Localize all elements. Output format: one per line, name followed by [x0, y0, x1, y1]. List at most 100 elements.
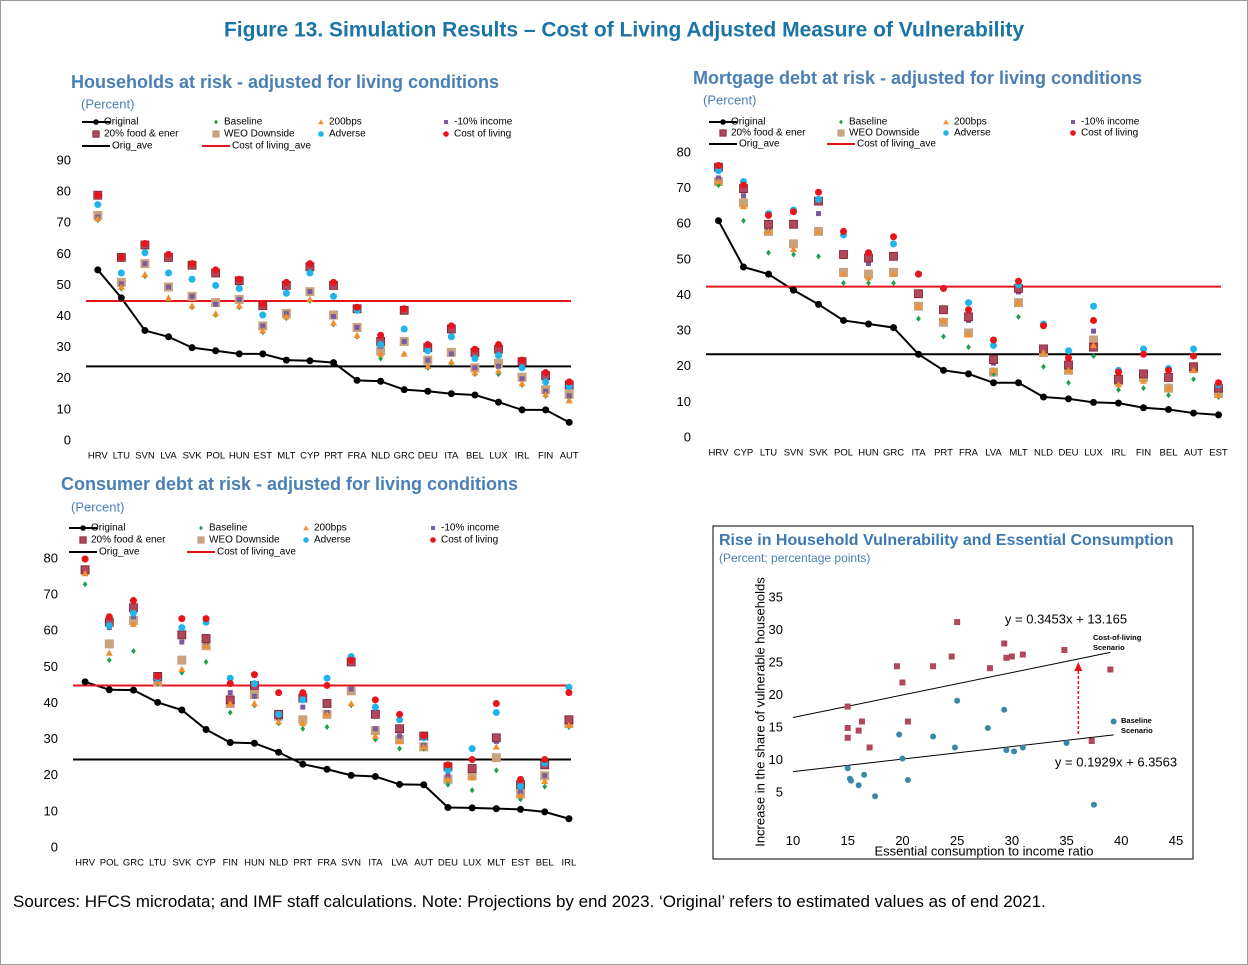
- marker: [1166, 392, 1171, 399]
- marker: [377, 341, 385, 349]
- marker: [1016, 313, 1021, 320]
- legend-label: Baseline: [224, 117, 263, 128]
- marker: [930, 733, 937, 740]
- marker: [542, 369, 550, 377]
- marker: [282, 356, 290, 364]
- marker: [816, 211, 821, 217]
- marker: [890, 240, 897, 248]
- marker: [916, 315, 921, 322]
- marker: [495, 341, 502, 349]
- marker: [741, 217, 746, 224]
- y-tick-label: 40: [44, 695, 58, 710]
- marker: [790, 245, 797, 252]
- marker: [986, 665, 993, 672]
- marker: [299, 696, 307, 704]
- marker: [105, 622, 113, 630]
- x-tick-label: 40: [1114, 833, 1128, 848]
- marker: [1090, 801, 1097, 808]
- chart-title: Consumer debt at risk - adjusted for liv…: [61, 474, 518, 494]
- marker: [815, 188, 822, 196]
- y-tick-label: 40: [57, 308, 71, 323]
- marker: [1165, 366, 1172, 374]
- marker: [765, 227, 772, 235]
- marker: [235, 350, 243, 358]
- marker: [400, 325, 408, 333]
- y-tick-label: 80: [57, 184, 71, 199]
- marker: [517, 805, 525, 813]
- y-tick-label: 30: [57, 339, 71, 354]
- marker: [858, 718, 865, 725]
- marker: [178, 706, 186, 714]
- marker: [165, 294, 172, 301]
- y-tick-label: 60: [44, 623, 58, 638]
- marker: [105, 686, 113, 694]
- marker: [840, 316, 847, 324]
- legend-label: -10% income: [454, 117, 513, 128]
- marker: [889, 251, 898, 261]
- marker: [1070, 130, 1076, 136]
- marker: [142, 261, 148, 267]
- x-tick-label: SVN: [341, 858, 361, 869]
- marker: [890, 233, 897, 241]
- marker: [491, 733, 501, 743]
- marker: [815, 227, 822, 235]
- marker: [914, 289, 923, 299]
- marker: [396, 737, 404, 745]
- marker: [915, 350, 922, 358]
- scenario-label: Cost-of-living: [1093, 633, 1142, 642]
- marker: [188, 275, 196, 283]
- marker: [990, 366, 997, 374]
- marker: [306, 269, 314, 277]
- marker: [330, 359, 337, 367]
- marker: [565, 378, 573, 386]
- marker: [1190, 409, 1197, 417]
- marker: [893, 663, 900, 670]
- x-tick-label: HUN: [858, 448, 879, 459]
- x-tick-label: PRT: [324, 451, 343, 462]
- marker: [468, 804, 476, 812]
- legend-label: 200bps: [954, 117, 987, 128]
- marker: [236, 296, 242, 302]
- legend-label: Cost of living: [441, 535, 498, 546]
- y-tick-label: 60: [677, 216, 691, 231]
- marker: [250, 700, 258, 707]
- marker: [443, 131, 449, 137]
- legend-label: Original: [731, 117, 765, 128]
- y-tick-label: 30: [677, 323, 691, 338]
- marker: [130, 614, 136, 620]
- marker: [178, 624, 186, 632]
- x-tick-label: EST: [254, 451, 273, 462]
- x-tick-label: FIN: [1136, 448, 1151, 459]
- marker: [420, 743, 428, 750]
- marker: [275, 710, 283, 718]
- marker: [117, 269, 125, 277]
- marker: [915, 302, 922, 309]
- legend-label: Baseline: [849, 117, 888, 128]
- x-tick-label: ITA: [368, 858, 383, 869]
- y-tick-label: 80: [677, 144, 691, 159]
- y-tick-label: 80: [44, 550, 58, 565]
- marker: [1015, 277, 1022, 285]
- marker: [542, 773, 548, 779]
- marker: [275, 748, 283, 756]
- x-tick-label: SVK: [172, 858, 192, 869]
- marker: [844, 734, 851, 741]
- marker: [330, 278, 337, 286]
- marker: [323, 674, 331, 682]
- marker: [82, 581, 88, 588]
- x-tick-label: LVA: [160, 451, 177, 462]
- x-tick-label: FRA: [959, 448, 979, 459]
- marker: [495, 351, 502, 359]
- legend-label: 20% food & ener: [91, 535, 166, 546]
- marker: [105, 649, 113, 656]
- legend-label: Original: [104, 117, 138, 128]
- marker: [1001, 640, 1008, 647]
- x-tick-label: LUX: [1084, 448, 1103, 459]
- marker: [250, 680, 258, 688]
- marker: [282, 313, 290, 320]
- marker: [542, 390, 550, 398]
- marker: [165, 250, 172, 258]
- y-tick-label: 20: [57, 370, 71, 385]
- marker: [378, 355, 384, 362]
- marker: [471, 391, 479, 399]
